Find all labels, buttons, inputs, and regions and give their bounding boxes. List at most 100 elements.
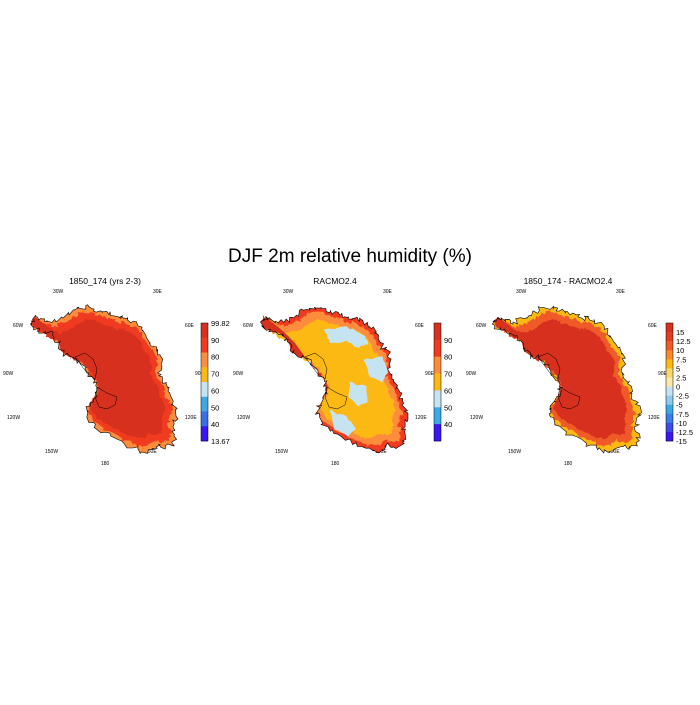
lon-label: 90E	[195, 371, 205, 377]
colorbar-swatch	[666, 395, 673, 405]
map-patch	[323, 326, 369, 348]
lon-label: 30E	[383, 289, 393, 295]
lon-label: 60W	[243, 323, 254, 329]
colorbar-swatch	[201, 323, 208, 339]
ice-shelf-line	[537, 352, 561, 380]
colorbar-swatch	[434, 323, 441, 341]
colorbar-tick-label: 50	[444, 403, 452, 412]
map-patch	[363, 356, 389, 383]
map-peninsula	[31, 317, 75, 357]
map-peninsula	[261, 317, 305, 357]
colorbar-swatch	[434, 356, 441, 374]
colorbar-swatch	[201, 426, 208, 442]
colorbar-frame	[433, 322, 442, 442]
panel-title: 1850_174 (yrs 2-3)	[69, 276, 141, 286]
lon-label: 60E	[648, 323, 658, 329]
colorbar-swatch	[666, 413, 673, 424]
lon-label: 120W	[470, 415, 483, 421]
colorbar-tick-label: -5	[676, 401, 683, 410]
colorbar-tick-label: 2.5	[676, 373, 686, 382]
colorbar-tick-label: 5	[676, 364, 680, 373]
lon-label: 150W	[45, 449, 58, 455]
colorbar-tick-label: 10	[676, 346, 684, 355]
map-interior	[44, 318, 166, 439]
lon-label: 90E	[425, 371, 435, 377]
lon-label: 30E	[616, 289, 626, 295]
colorbar-swatch	[666, 368, 673, 378]
colorbar-tick-label: -12.5	[676, 428, 693, 437]
lon-label: 150E	[145, 449, 157, 455]
map-patch	[348, 381, 368, 407]
colorbar-swatch	[201, 411, 208, 427]
colorbar-frame	[200, 322, 209, 442]
colorbar-swatch	[201, 382, 208, 398]
lon-label: 30E	[153, 289, 163, 295]
lon-label: 150E	[375, 449, 387, 455]
lon-label: 180	[564, 461, 573, 467]
colorbar-tick-label: 40	[444, 420, 452, 429]
figure-title: DJF 2m relative humidity (%)	[228, 246, 472, 267]
lon-label: 120E	[185, 415, 197, 421]
colorbar-swatch	[666, 359, 673, 369]
lon-label: 90E	[658, 371, 668, 377]
map-interior	[275, 318, 396, 439]
colorbar-tick-label: 0	[676, 383, 680, 392]
colorbar-tick-label: 70	[444, 370, 452, 379]
colorbar-frame	[665, 322, 674, 442]
ice-shelf-line	[557, 386, 581, 410]
panel-3: 1850_174 - RACMO2.4 30W 30E 60W 60E 90W 90E 120…	[466, 276, 693, 467]
colorbar-swatch	[666, 341, 673, 351]
colorbar-swatch	[666, 332, 673, 342]
colorbar-tick-label: 7.5	[676, 355, 686, 364]
colorbar-tick-label: 90	[211, 336, 219, 345]
lon-label: 120W	[237, 415, 250, 421]
colorbar-tick-label: 50	[211, 403, 219, 412]
colorbar-tick-label: -10	[676, 419, 687, 428]
lon-label: 90W	[233, 371, 244, 377]
lon-label: 120E	[648, 415, 660, 421]
colorbar-tick-label: -7.5	[676, 410, 689, 419]
colorbar-swatch	[201, 367, 208, 383]
colorbar-swatch	[201, 396, 208, 412]
coastline	[30, 304, 179, 454]
colorbar-tick-label: 80	[444, 353, 452, 362]
ice-shelf-line	[304, 352, 328, 380]
lon-label: 60E	[415, 323, 425, 329]
lon-label: 30W	[283, 289, 294, 295]
map-patch	[329, 409, 356, 437]
colorbar-tick-label: 60	[211, 386, 219, 395]
colorbar-tick-label: 90	[444, 336, 452, 345]
colorbar-tick-label: -15	[676, 437, 687, 446]
lon-label: 180	[101, 461, 110, 467]
colorbar-tick-label: 40	[211, 420, 219, 429]
lon-label: 120E	[415, 415, 427, 421]
lon-label: 90W	[3, 371, 14, 377]
lon-label: 60E	[185, 323, 195, 329]
panel-1: 1850_174 (yrs 2-3) 30W 30E 60W 60E 90W 90E 120W…	[3, 276, 230, 467]
ice-shelf-line	[324, 386, 348, 410]
lon-label: 30W	[53, 289, 64, 295]
colorbar-tick-label: 15	[676, 328, 684, 337]
colorbar-swatch	[666, 323, 673, 333]
lon-label: 180	[331, 461, 340, 467]
panel-title: 1850_174 - RACMO2.4	[524, 276, 613, 286]
colorbar-swatch	[434, 424, 441, 442]
map-interior	[508, 318, 627, 440]
panel-title: RACMO2.4	[313, 276, 357, 286]
colorbar-swatch	[666, 377, 673, 387]
lon-label: 60W	[13, 323, 24, 329]
colorbar-swatch	[434, 407, 441, 425]
coastline	[259, 307, 409, 454]
lon-label: 90W	[466, 371, 477, 377]
colorbar-tick-label: 80	[211, 353, 219, 362]
colorbar-tick-label: 70	[211, 370, 219, 379]
colorbar-swatch	[434, 373, 441, 391]
ice-shelf-line	[94, 386, 118, 410]
lon-label: 150E	[608, 449, 620, 455]
colorbar-swatch	[666, 431, 673, 442]
lon-label: 60W	[476, 323, 487, 329]
colorbar-swatch	[666, 386, 673, 396]
panel-2: RACMO2.4 30W 30E 60W 60E 90W 90E 120W 120E 150W 15…	[233, 276, 452, 467]
